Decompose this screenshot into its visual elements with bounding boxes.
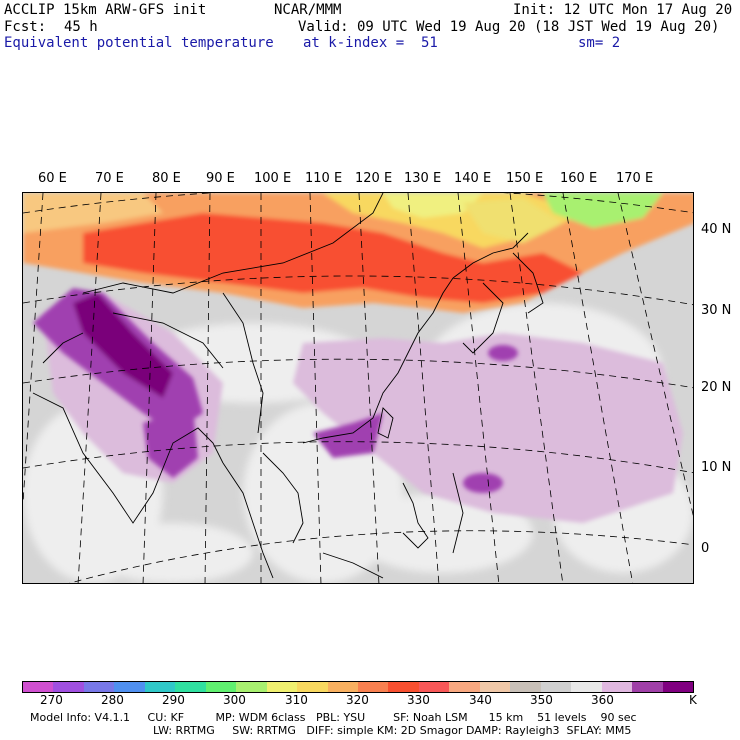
colorbar-swatch <box>205 682 237 692</box>
purple-core <box>33 288 518 493</box>
smooth-label: sm= 2 <box>578 35 621 51</box>
colorbar-swatch <box>662 682 693 692</box>
colorbar-swatch <box>297 682 328 692</box>
lon-label: 80 E <box>152 171 181 186</box>
colorbar-tick-label: 350 <box>530 693 553 707</box>
org-label: NCAR/MMM <box>274 2 342 18</box>
colorbar-swatch <box>418 682 450 692</box>
model-title: ACCLIP 15km ARW-GFS init <box>4 2 207 18</box>
lon-label: 100 E <box>254 171 292 186</box>
colorbar-tick-label: 300 <box>223 693 246 707</box>
lat-label: 30 N <box>701 303 732 318</box>
colorbar-swatch <box>175 682 206 692</box>
colorbar-swatch <box>114 682 145 692</box>
lon-label: 160 E <box>560 171 598 186</box>
colorbar-swatch <box>327 682 358 692</box>
colorbar-swatch <box>510 682 541 692</box>
colorbar-tick-label: 320 <box>346 693 369 707</box>
lon-label: 150 E <box>506 171 544 186</box>
fcst-value: 45 h <box>64 19 98 35</box>
lon-label: 70 E <box>95 171 124 186</box>
colorbar-tick-label: 330 <box>407 693 430 707</box>
colorbar-swatch <box>357 682 389 692</box>
colorbar-tick-label: 360 <box>591 693 614 707</box>
colorbar-swatch <box>601 682 633 692</box>
model-info-line1: Model Info: V4.1.1 CU: KF MP: WDM 6class… <box>30 711 637 724</box>
colorbar-swatch <box>266 682 298 692</box>
colorbar-swatch <box>83 682 115 692</box>
lon-label: 110 E <box>305 171 343 186</box>
colorbar-tick-label: 280 <box>101 693 124 707</box>
colorbar <box>22 681 694 693</box>
lon-label: 170 E <box>616 171 654 186</box>
colorbar-swatch <box>632 682 663 692</box>
map-canvas <box>23 193 693 583</box>
colorbar-tick-label: 340 <box>469 693 492 707</box>
coastlines <box>32 193 544 579</box>
lon-label: 120 E <box>355 171 393 186</box>
colorbar-swatch <box>23 682 54 692</box>
colorbar-tick-label: 290 <box>162 693 185 707</box>
graticule <box>23 193 693 583</box>
level-label: at k-index = 51 <box>303 35 438 51</box>
theta-e-map <box>22 192 694 584</box>
colorbar-units: K <box>689 693 697 707</box>
lon-label: 130 E <box>404 171 442 186</box>
colorbar-swatch <box>479 682 511 692</box>
colorbar-swatch <box>449 682 480 692</box>
colorbar-swatch <box>540 682 572 692</box>
colorbar-swatch <box>571 682 602 692</box>
colorbar-tick-label: 310 <box>285 693 308 707</box>
fcst-label: Fcst: <box>4 19 47 35</box>
init-time: Init: 12 UTC Mon 17 Aug 20 <box>513 2 733 18</box>
lon-label: 140 E <box>454 171 492 186</box>
lat-label: 10 N <box>701 460 732 475</box>
lat-label: 20 N <box>701 380 732 395</box>
model-info-line2: LW: RRTMG SW: RRTMG DIFF: simple KM: 2D … <box>153 724 632 737</box>
field-name: Equivalent potential temperature <box>4 35 274 51</box>
lat-label: 40 N <box>701 222 732 237</box>
lon-label: 90 E <box>206 171 235 186</box>
colorbar-swatch <box>144 682 176 692</box>
colorbar-swatch <box>388 682 419 692</box>
valid-time: Valid: 09 UTC Wed 19 Aug 20 (18 JST Wed … <box>298 19 720 35</box>
lat-label: 0 <box>701 541 710 556</box>
colorbar-swatch <box>53 682 84 692</box>
colorbar-swatch <box>236 682 267 692</box>
lon-label: 60 E <box>38 171 67 186</box>
colorbar-tick-label: 270 <box>40 693 63 707</box>
